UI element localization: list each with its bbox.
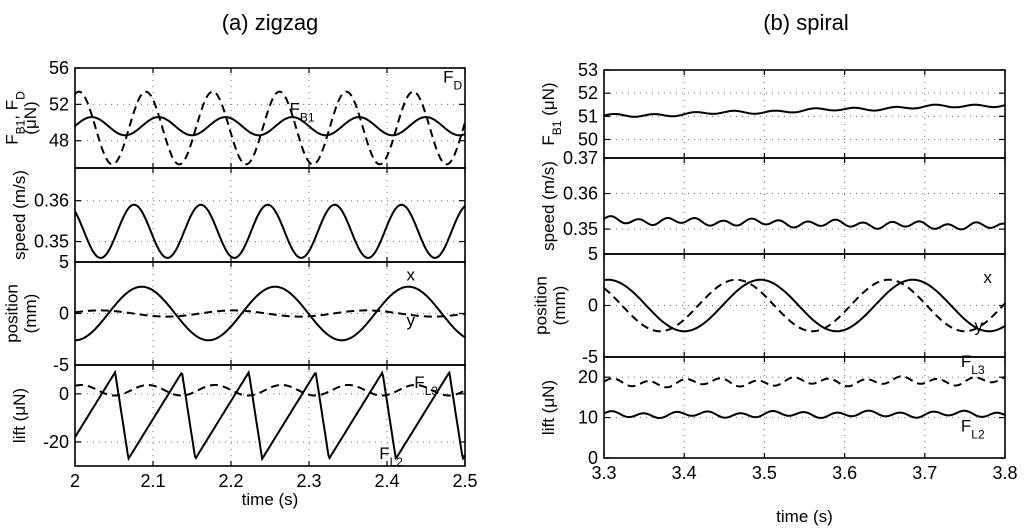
series-f-l3 xyxy=(603,375,1006,389)
series-f-b1 xyxy=(603,103,1006,118)
y-tick-label: 20 xyxy=(578,367,598,387)
y-axis-label: speed (m/s) xyxy=(10,170,29,260)
x-tick-label: 2.3 xyxy=(296,471,321,491)
x-tick-label: 3.4 xyxy=(672,463,697,483)
x-tick-label: 2.2 xyxy=(218,471,243,491)
subplot-3: -5 0 5 position(mm) x y xyxy=(531,244,1006,367)
y-tick-label: -5 xyxy=(53,355,69,375)
y-tick-label: 52 xyxy=(578,83,598,103)
series-y xyxy=(603,278,1006,333)
annotation-fd: FD xyxy=(443,68,462,93)
annotation-fb1: FB1 xyxy=(290,99,315,124)
y-tick-label: 0 xyxy=(588,448,598,468)
y-axis-label: speed (m/s) xyxy=(539,161,558,251)
x-tick-label: 3.6 xyxy=(832,463,857,483)
y-tick-label: 48 xyxy=(49,131,69,151)
series-x xyxy=(603,278,1006,333)
x-tick-label: 2 xyxy=(70,471,80,491)
y-tick-label: 53 xyxy=(578,60,598,80)
annotation-x: x xyxy=(407,266,416,285)
annotation-y: y xyxy=(975,316,984,335)
y-tick-label: 0.37 xyxy=(563,148,598,168)
series-f-d xyxy=(74,90,466,166)
y-axis-label: FB1, FD(μN) xyxy=(2,91,40,145)
x-axis-label: time (s) xyxy=(776,507,833,526)
x-tick-label: 2.4 xyxy=(374,471,399,491)
plot-frame xyxy=(74,167,466,263)
y-tick-label: -20 xyxy=(43,432,69,452)
x-tick-label: 3.7 xyxy=(912,463,937,483)
annotation-fl2: FL2 xyxy=(379,444,403,469)
y-tick-label: 0 xyxy=(588,296,598,316)
y-tick-label: 0.35 xyxy=(563,219,598,239)
series-y xyxy=(74,309,466,318)
y-tick-label: 0 xyxy=(59,384,69,404)
subplot-4: 0 10 20 lift (μN) FL3 FL2 3.3 3.4 3.5 3.6 3.7 3.8 ti… xyxy=(539,352,1018,526)
y-tick-label: 10 xyxy=(578,408,598,428)
y-tick-label: 56 xyxy=(49,58,69,78)
y-tick-label: 5 xyxy=(588,244,598,264)
y-tick-label: 0.36 xyxy=(34,191,69,211)
plot-frame xyxy=(74,67,466,169)
subplot-1: 48 52 56 FB1, FD(μN) FD FB1 xyxy=(2,58,466,169)
series-f-l2 xyxy=(603,409,1006,419)
plot-frame xyxy=(603,356,1006,459)
series-speed xyxy=(603,215,1006,231)
x-tick-label: 2.1 xyxy=(140,471,165,491)
x-tick-label: 2.5 xyxy=(452,471,477,491)
y-axis-label: FB1 (μN) xyxy=(539,82,564,145)
series-f-b1 xyxy=(74,116,466,137)
annotation-y: y xyxy=(407,311,416,330)
y-tick-label: 0.36 xyxy=(563,184,598,204)
series-f-l3 xyxy=(74,384,466,397)
annotation-x: x xyxy=(983,268,992,287)
y-tick-label: 0.35 xyxy=(34,232,69,252)
y-tick-label: -5 xyxy=(582,347,598,367)
y-axis-label: position(mm) xyxy=(2,284,40,343)
x-tick-label: 3.8 xyxy=(992,463,1017,483)
y-tick-label: 50 xyxy=(578,129,598,149)
y-tick-label: 0 xyxy=(59,304,69,324)
annotation-fl3: FL3 xyxy=(414,373,438,398)
subplot-4: -20 0 lift (μN) FL3 FL2 2 2.1 2.2 2.3 2.4 2.5 time … xyxy=(10,364,478,509)
series-x xyxy=(75,285,466,342)
plot-frame xyxy=(603,157,1006,255)
y-tick-label: 52 xyxy=(49,94,69,114)
plot-frame xyxy=(603,69,1006,159)
subplot-2: 0.35 0.36 speed (m/s) xyxy=(10,167,466,263)
x-tick-label: 3.5 xyxy=(752,463,777,483)
subplot-2: 0.35 0.36 0.37 speed (m/s) xyxy=(539,148,1006,255)
y-axis-label: lift (μN) xyxy=(539,380,558,435)
y-tick-label: 51 xyxy=(578,106,598,126)
plot-frame xyxy=(74,364,466,467)
y-axis-label: lift (μN) xyxy=(10,388,29,443)
panel-title: (b) spiral xyxy=(763,10,849,35)
series-speed xyxy=(74,203,466,259)
annotation-fl3: FL3 xyxy=(961,352,985,377)
panel-title: (a) zigzag xyxy=(222,10,319,35)
x-tick-label: 3.3 xyxy=(591,463,616,483)
annotation-fl2: FL2 xyxy=(961,417,985,442)
subplot-3: -5 0 5 position(mm) x y xyxy=(2,252,466,375)
series-f-l2 xyxy=(74,369,466,462)
x-axis-label: time (s) xyxy=(242,490,299,509)
y-tick-label: 5 xyxy=(59,252,69,272)
y-axis-label: position(mm) xyxy=(531,276,569,335)
subplot-1: 50 51 52 53 FB1 (μN) xyxy=(539,60,1006,159)
